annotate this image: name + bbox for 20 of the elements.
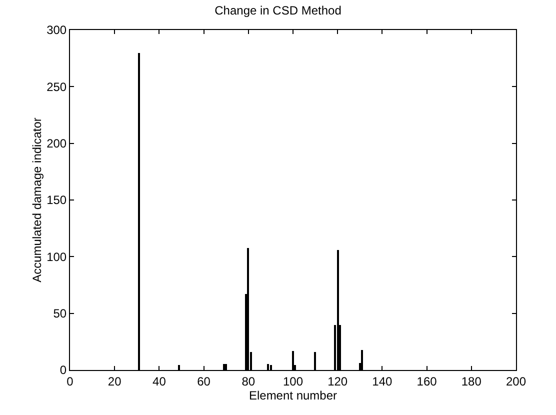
x-axis-title: Element number — [248, 388, 338, 402]
y-tick-label: 100 — [46, 250, 67, 264]
x-tick-label: 180 — [461, 374, 482, 388]
y-axis-title: Accumulated damage indicator — [30, 118, 44, 282]
x-tick-label: 140 — [372, 374, 393, 388]
x-tick-label: 80 — [242, 374, 256, 388]
x-tick-label: 40 — [152, 374, 166, 388]
y-tick-label: 50 — [53, 306, 67, 321]
x-tick-label: 160 — [416, 374, 438, 388]
y-tick-label: 300 — [46, 23, 67, 38]
x-tick-label: 120 — [328, 374, 348, 388]
x-tick-label: 200 — [506, 374, 526, 388]
x-tick-label: 20 — [108, 374, 122, 388]
y-tick-label: 150 — [46, 193, 67, 208]
x-tick-label: 100 — [282, 374, 304, 388]
x-tick-label: 60 — [197, 374, 211, 388]
y-tick-label: 0 — [60, 363, 67, 378]
y-tick-label: 200 — [46, 136, 67, 151]
chart-title: Change in CSD Method — [214, 4, 342, 18]
y-tick-label: 250 — [46, 80, 67, 94]
